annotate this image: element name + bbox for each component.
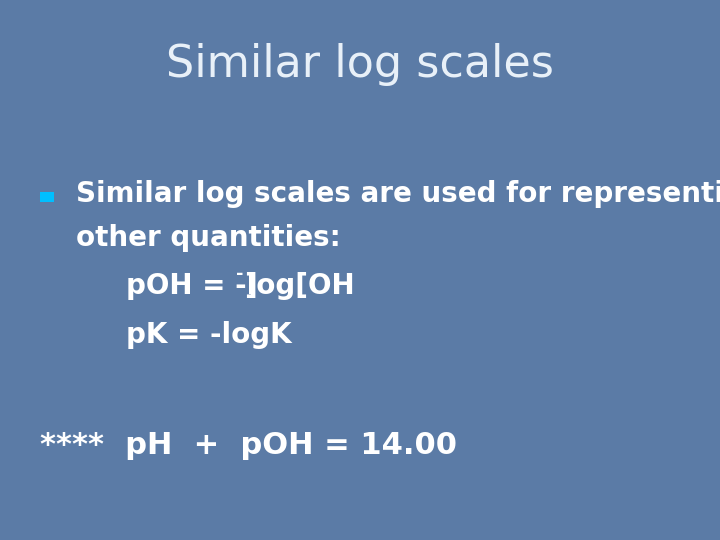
Text: Similar log scales: Similar log scales <box>166 43 554 86</box>
Text: -: - <box>236 265 244 284</box>
Text: ]: ] <box>243 272 256 300</box>
Text: pOH = -log[OH: pOH = -log[OH <box>126 272 355 300</box>
Text: Similar log scales are used for representing: Similar log scales are used for represen… <box>76 180 720 208</box>
Text: other quantities:: other quantities: <box>76 224 341 252</box>
Text: ****  pH  +  pOH = 14.00: **** pH + pOH = 14.00 <box>40 431 456 460</box>
Text: pK = -logK: pK = -logK <box>126 321 292 349</box>
FancyBboxPatch shape <box>40 192 54 202</box>
